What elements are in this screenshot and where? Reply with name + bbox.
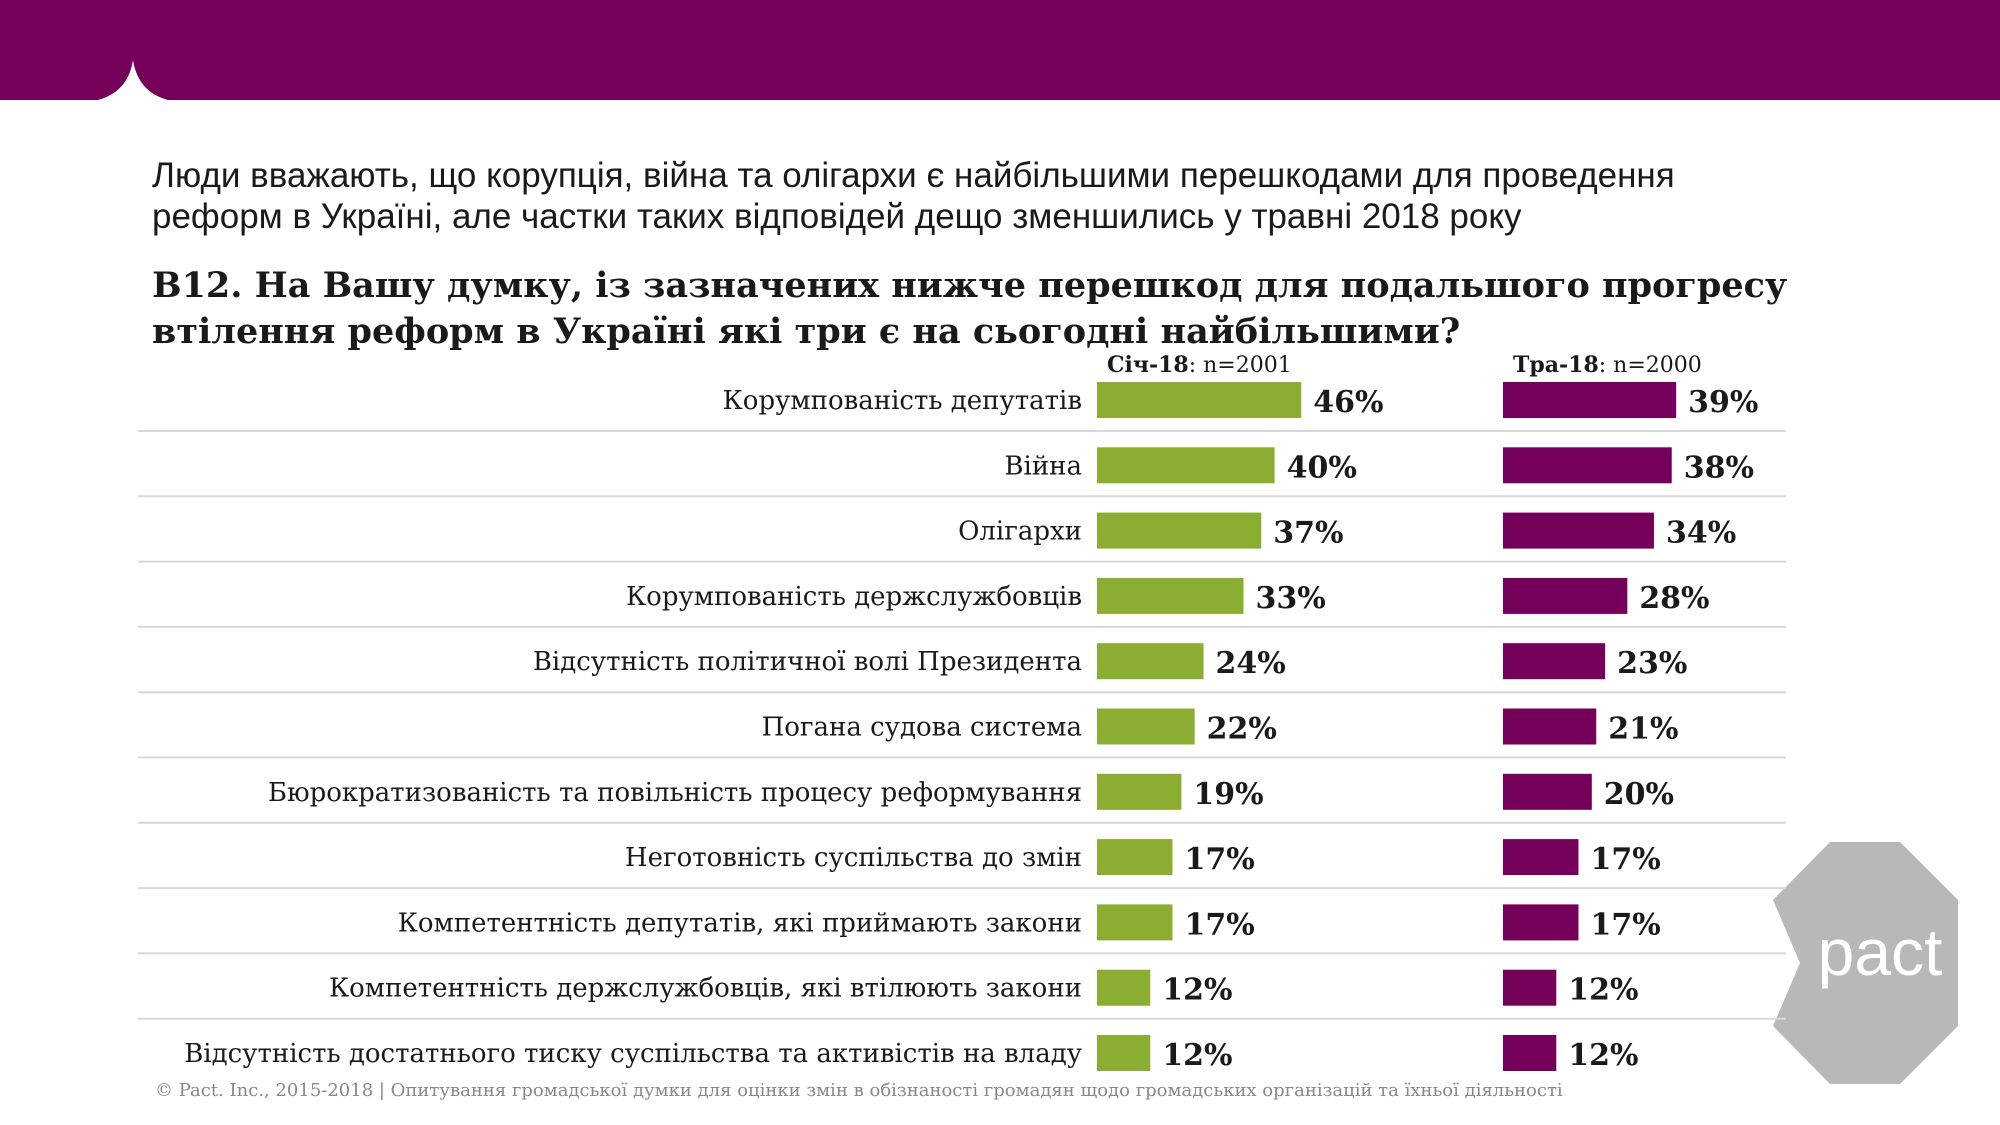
value-label: 17% — [1184, 842, 1254, 877]
bar — [1097, 839, 1173, 876]
bar — [1097, 969, 1151, 1006]
value-label: 12% — [1162, 973, 1232, 1008]
value-label: 12% — [1162, 1038, 1232, 1073]
bar — [1503, 447, 1672, 484]
bar — [1503, 1035, 1557, 1071]
bar — [1503, 577, 1628, 614]
bar — [1097, 708, 1195, 745]
bar — [1503, 708, 1597, 745]
value-label: 40% — [1287, 450, 1357, 485]
band-notch — [98, 60, 168, 100]
value-label: 34% — [1666, 516, 1736, 551]
bar — [1097, 447, 1275, 484]
bar — [1097, 512, 1262, 549]
chart-title: втілення реформ в Україні які три є на с… — [152, 311, 1460, 352]
category-label: Неготовність суспільства до змін — [625, 843, 1082, 873]
top-band — [0, 0, 2000, 100]
bar — [1097, 577, 1244, 614]
bar — [1503, 773, 1592, 810]
plot: Січ-18: n=2001 Тра-18: n=2000 Корумпованіс… — [138, 352, 1786, 1073]
headline: реформ в Україні, але частки таких відпо… — [152, 197, 1522, 236]
value-label: 17% — [1184, 907, 1254, 942]
value-label: 38% — [1684, 450, 1754, 485]
category-label: Олігархи — [958, 517, 1082, 547]
value-label: 22% — [1207, 712, 1277, 747]
chart-title: B12. На Вашу думку, із зазначених нижче … — [152, 265, 1788, 306]
bar — [1503, 839, 1579, 876]
value-label: 17% — [1590, 842, 1660, 877]
footer: © Pact. Inc., 2015-2018 | Опитування гро… — [155, 1080, 1563, 1101]
bar — [1503, 969, 1557, 1006]
value-label: 37% — [1273, 516, 1343, 551]
legend-name: Січ-18 — [1107, 352, 1189, 378]
bar — [1503, 643, 1606, 680]
legend-sample: : n=2001 — [1189, 353, 1292, 378]
bar — [1503, 382, 1677, 418]
value-label: 21% — [1608, 712, 1678, 747]
category-label: Компетентність держслужбовців, які втілю… — [329, 974, 1082, 1004]
value-label: 17% — [1590, 907, 1660, 942]
bar — [1097, 643, 1204, 680]
category-label: Війна — [1004, 451, 1082, 481]
category-label: Корумпованість держслужбовців — [626, 582, 1082, 612]
legend-entry: Тра-18: n=2000 — [1513, 352, 1702, 378]
category-label: Відсутність політичної волі Президента — [533, 647, 1082, 677]
category-label: Відсутність достатнього тиску суспільств… — [184, 1039, 1082, 1069]
category-label: Компетентність депутатів, які приймають … — [398, 908, 1082, 938]
legend-name: Тра-18 — [1513, 352, 1599, 378]
value-label: 12% — [1568, 973, 1638, 1008]
logo: pact — [1818, 915, 1943, 989]
bar — [1503, 512, 1654, 549]
category-label: Бюрократизованість та повільність процес… — [268, 778, 1082, 808]
value-label: 39% — [1688, 385, 1758, 420]
value-label: 20% — [1604, 777, 1674, 812]
value-label: 24% — [1216, 646, 1286, 681]
value-label: 23% — [1617, 646, 1687, 681]
value-label: 12% — [1568, 1038, 1638, 1073]
bar — [1097, 1035, 1151, 1071]
value-label: 19% — [1193, 777, 1263, 812]
legend-sample: : n=2000 — [1599, 353, 1702, 378]
headline: Люди вважають, що корупція, війна та олі… — [152, 156, 1675, 195]
bar — [1097, 382, 1302, 418]
category-label: Корумпованість депутатів — [723, 386, 1082, 416]
bar — [1097, 904, 1173, 941]
logo-shape — [1773, 842, 1958, 1084]
bar — [1503, 904, 1579, 941]
value-label: 46% — [1313, 385, 1383, 420]
category-label: Погана судова система — [762, 713, 1082, 743]
value-label: 28% — [1639, 581, 1709, 616]
value-label: 33% — [1256, 581, 1326, 616]
bar — [1097, 773, 1182, 810]
legend-entry: Січ-18: n=2001 — [1107, 352, 1292, 378]
